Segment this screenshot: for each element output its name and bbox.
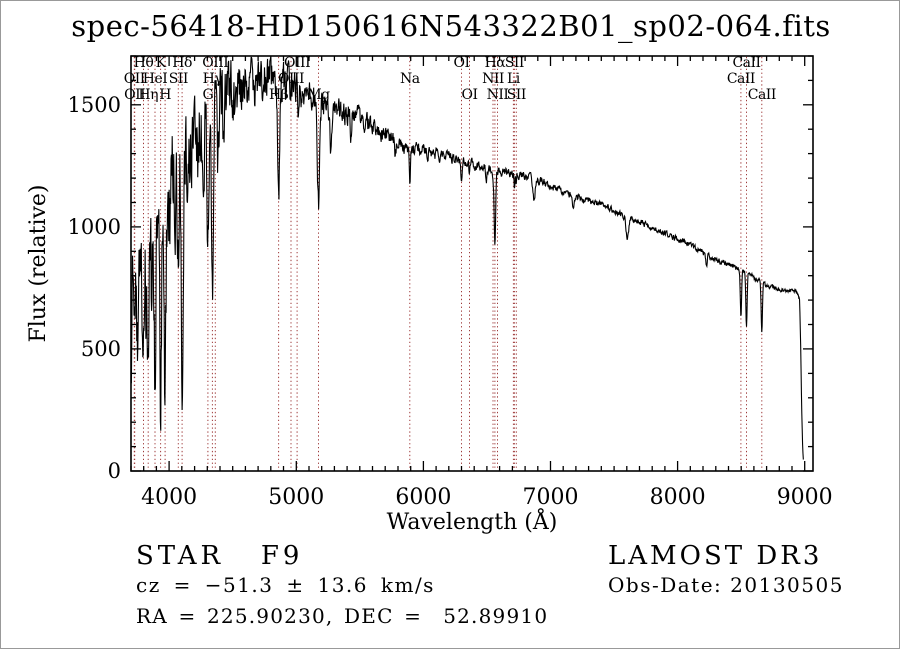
line-marker-label: OII (124, 71, 145, 87)
line-marker-label: CaII (732, 55, 760, 71)
line-marker-label: SII (507, 87, 526, 103)
survey-text: LAMOST DR3 (608, 541, 823, 571)
y-tick-label: 500 (81, 337, 121, 361)
line-marker-label: OII (124, 87, 145, 103)
x-tick-label: 4000 (141, 485, 197, 510)
line-marker-label: CaII (748, 87, 776, 103)
line-marker-label: G (203, 87, 214, 103)
x-tick-label: 5000 (268, 485, 324, 510)
line-marker-label: SII (505, 55, 524, 71)
line-marker-label: NII (487, 87, 509, 103)
axis-ticks (130, 55, 813, 472)
line-marker-label: OIII (284, 55, 310, 71)
y-tick-label: 1500 (68, 93, 121, 117)
plot-title: spec-56418-HD150616N543322B01_sp02-064.f… (71, 9, 831, 43)
line-marker-label: OI (461, 87, 477, 103)
x-axis-label: Wavelength (Å) (387, 507, 558, 535)
line-marker-label: NII (482, 71, 504, 87)
line-marker-label: OIII (202, 55, 228, 71)
object-class-text: STAR F9 (136, 541, 304, 571)
line-marker-label: Hβ (269, 87, 289, 103)
line-marker-label: K (156, 55, 167, 71)
obs-date-text: Obs-Date: 20130505 (608, 573, 844, 597)
line-marker-label: Hθ (134, 55, 154, 71)
line-marker-label: Hα (485, 55, 507, 71)
line-marker-label: HeI (143, 71, 168, 87)
line-marker-label: Hγ (203, 71, 223, 87)
cz-text: cz = −51.3 ± 13.6 km/s (136, 573, 435, 597)
x-tick-label: 7000 (523, 485, 579, 510)
line-marker-label-group: OIIOIIHθHηHeIKHSIIHδGHγOIIIHβOIIIOIIIMgN… (124, 55, 777, 103)
line-marker-label: H (159, 87, 171, 103)
line-marker-label: CaII (727, 71, 755, 87)
line-marker-label: Hη (138, 87, 158, 103)
y-tick-label: 1000 (68, 215, 121, 239)
line-marker-label: Hδ (172, 55, 192, 71)
x-tick-label: 9000 (777, 485, 833, 510)
line-marker-label: Na (400, 71, 420, 87)
y-tick-labels: 0 500 1000 1500 (68, 93, 121, 483)
y-tick-label: 0 (108, 459, 121, 483)
plot-border (130, 55, 814, 472)
x-tick-label: 6000 (395, 485, 451, 510)
x-tick-label: 8000 (650, 485, 706, 510)
line-marker-label: SII (169, 71, 188, 87)
line-marker-label: OI (453, 55, 469, 71)
radec-text: RA = 225.90230, DEC = 52.89910 (136, 604, 549, 628)
x-tick-labels: 4000 5000 6000 7000 8000 9000 (141, 485, 833, 510)
spectrum-line (131, 56, 804, 460)
y-axis-label: Flux (relative) (26, 184, 51, 342)
line-marker-group (133, 57, 763, 470)
line-marker-label: Li (507, 71, 521, 87)
